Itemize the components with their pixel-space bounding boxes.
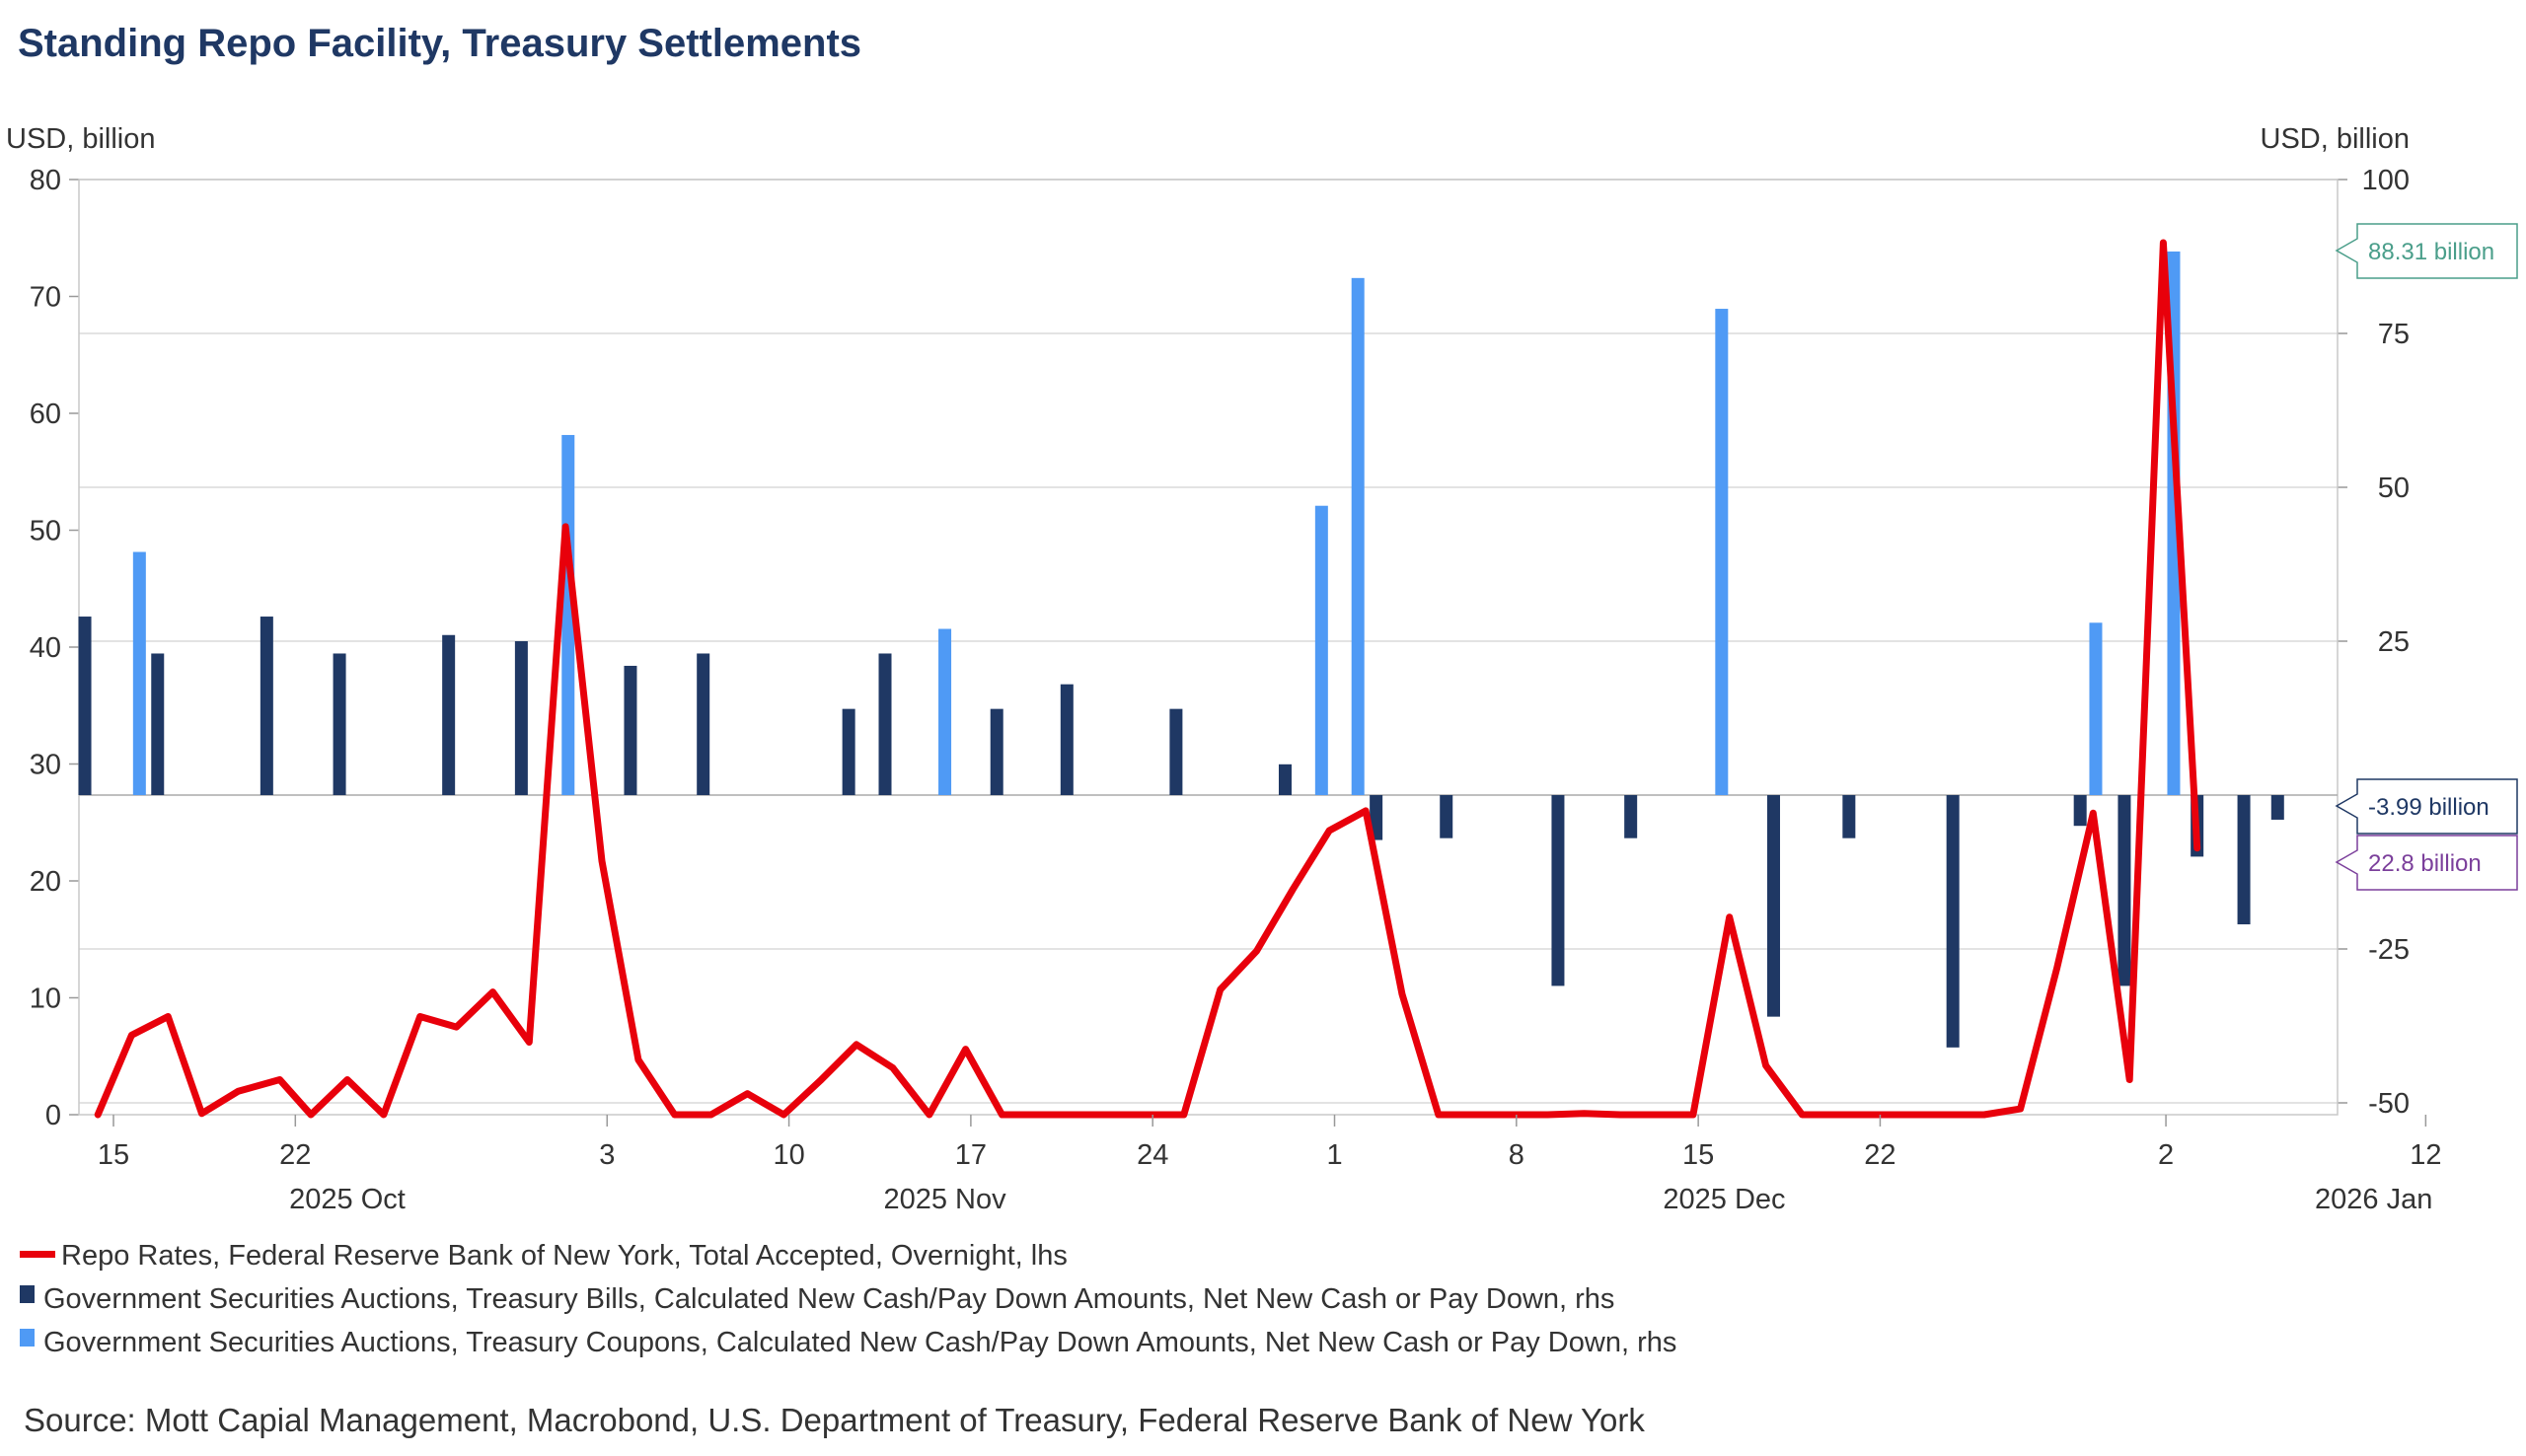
treasury-bills-bar — [2270, 795, 2284, 820]
legend-label-repo-rates: Repo Rates, Federal Reserve Bank of New … — [61, 1240, 1068, 1272]
treasury-bills-bar — [1842, 795, 1856, 838]
treasury-coupons-bar — [1715, 309, 1729, 795]
plot-area — [78, 179, 2339, 1116]
x-axis-month-label: 2026 Jan — [2315, 1184, 2432, 1215]
treasury-bills-bar — [78, 617, 92, 795]
gridlines — [79, 179, 2338, 1104]
left-axis-tick-label: 80 — [30, 165, 61, 196]
right-axis-tick-label: 75 — [2378, 319, 2410, 350]
source-note: Source: Mott Capial Management, Macrobon… — [24, 1402, 1645, 1438]
x-axis-tick-label: 12 — [2410, 1139, 2441, 1171]
treasury-bills-bar — [1060, 684, 1074, 795]
treasury-bills-bar — [151, 653, 165, 795]
legend-label-treasury-coupons: Government Securities Auctions, Treasury… — [43, 1327, 1676, 1358]
right-axis-tick-label: 100 — [2362, 165, 2410, 196]
x-axis-month-labels: 2025 Oct 2025 Nov 2025 Dec 2026 Jan — [289, 1184, 2432, 1215]
left-axis-tick-label: 20 — [30, 866, 61, 898]
callout-22-8-billion-box — [2335, 835, 2518, 891]
treasury-bills-bar — [842, 708, 855, 795]
right-axis-tick-label: 50 — [2378, 473, 2410, 504]
treasury-bills-bar — [697, 653, 710, 795]
treasury-coupons-bar — [2089, 622, 2103, 795]
legend-swatch-repo-rates — [20, 1251, 55, 1258]
bars — [78, 251, 2284, 1048]
left-axis-unit-label: USD, billion — [6, 123, 156, 155]
treasury-bills-bar — [514, 641, 528, 795]
right-axis-unit-label: USD, billion — [2261, 123, 2411, 155]
treasury-bills-bar — [1946, 795, 1960, 1048]
treasury-coupons-bar — [938, 628, 952, 795]
x-axis-tick-label: 15 — [1682, 1139, 1714, 1171]
treasury-bills-bar — [260, 617, 273, 795]
treasury-coupons-bar — [1351, 277, 1365, 796]
treasury-bills-bar — [878, 653, 892, 795]
x-axis-ticks: 15 22 3 10 17 24 1 8 15 22 2 12 — [98, 1115, 2442, 1171]
right-axis-ticks: -50 -25 25 50 75 100 — [2338, 165, 2410, 1120]
treasury-bills-bar — [1278, 764, 1292, 795]
treasury-bills-bar — [2117, 795, 2131, 986]
treasury-bills-bar — [1624, 795, 1638, 838]
treasury-bills-bar — [442, 634, 456, 795]
treasury-bills-bar — [1370, 795, 1383, 840]
x-axis-month-label: 2025 Nov — [883, 1184, 1006, 1215]
chart-title: Standing Repo Facility, Treasury Settlem… — [18, 22, 861, 65]
treasury-bills-bar — [2073, 795, 2087, 827]
x-axis-month-label: 2025 Oct — [289, 1184, 406, 1215]
right-axis-tick-label: -25 — [2368, 934, 2410, 966]
callout-minus-3-99-billion-box — [2335, 778, 2518, 835]
treasury-coupons-bar — [132, 551, 146, 795]
legend-swatch-treasury-coupons — [20, 1329, 35, 1347]
treasury-bills-bar — [1766, 795, 1780, 1017]
x-axis-tick-label: 17 — [955, 1139, 987, 1171]
callout-22-8-billion: 22.8 billion — [2335, 835, 2518, 891]
left-axis-ticks: 0 10 20 30 40 50 60 70 80 — [30, 165, 79, 1131]
legend: Repo Rates, Federal Reserve Bank of New … — [20, 1240, 1676, 1358]
treasury-bills-bar — [1551, 795, 1565, 986]
x-axis-tick-label: 1 — [1326, 1139, 1342, 1171]
callout-minus-3-99-billion-text: -3.99 billion — [2368, 794, 2489, 821]
x-axis-tick-label: 24 — [1137, 1139, 1168, 1171]
left-axis-tick-label: 10 — [30, 983, 61, 1015]
x-axis-tick-label: 15 — [98, 1139, 129, 1171]
treasury-bills-bar — [1440, 795, 1453, 838]
left-axis-tick-label: 0 — [45, 1100, 61, 1131]
x-axis-tick-label: 8 — [1509, 1139, 1524, 1171]
repo-rates-line — [94, 239, 2201, 1119]
treasury-bills-bar — [624, 665, 637, 795]
left-axis-tick-label: 50 — [30, 516, 61, 547]
left-axis-tick-label: 70 — [30, 282, 61, 314]
right-axis-tick-label: 25 — [2378, 626, 2410, 658]
left-axis-tick-label: 30 — [30, 750, 61, 781]
callout-88-billion: 88.31 billion — [2335, 223, 2518, 279]
right-axis-tick-label: -50 — [2368, 1088, 2410, 1120]
callout-minus-3-99-billion: -3.99 billion — [2335, 778, 2518, 835]
treasury-bills-bar — [990, 708, 1003, 795]
treasury-bills-bar — [333, 653, 346, 795]
left-axis-tick-label: 40 — [30, 632, 61, 664]
x-axis-tick-label: 2 — [2158, 1139, 2174, 1171]
x-axis-tick-label: 10 — [773, 1139, 804, 1171]
legend-label-treasury-bills: Government Securities Auctions, Treasury… — [43, 1283, 1614, 1315]
treasury-bills-bar — [1169, 708, 1183, 795]
x-axis-tick-label: 22 — [279, 1139, 311, 1171]
callout-88-billion-box — [2335, 223, 2518, 279]
left-axis-tick-label: 60 — [30, 399, 61, 430]
treasury-coupons-bar — [1314, 505, 1328, 795]
legend-swatch-treasury-bills — [20, 1285, 35, 1303]
x-axis-tick-label: 3 — [599, 1139, 615, 1171]
callout-22-8-billion-text: 22.8 billion — [2368, 850, 2482, 877]
treasury-bills-bar — [2237, 795, 2251, 925]
x-axis-month-label: 2025 Dec — [1663, 1184, 1785, 1215]
callout-88-billion-text: 88.31 billion — [2368, 239, 2494, 265]
x-axis-tick-label: 22 — [1864, 1139, 1895, 1171]
